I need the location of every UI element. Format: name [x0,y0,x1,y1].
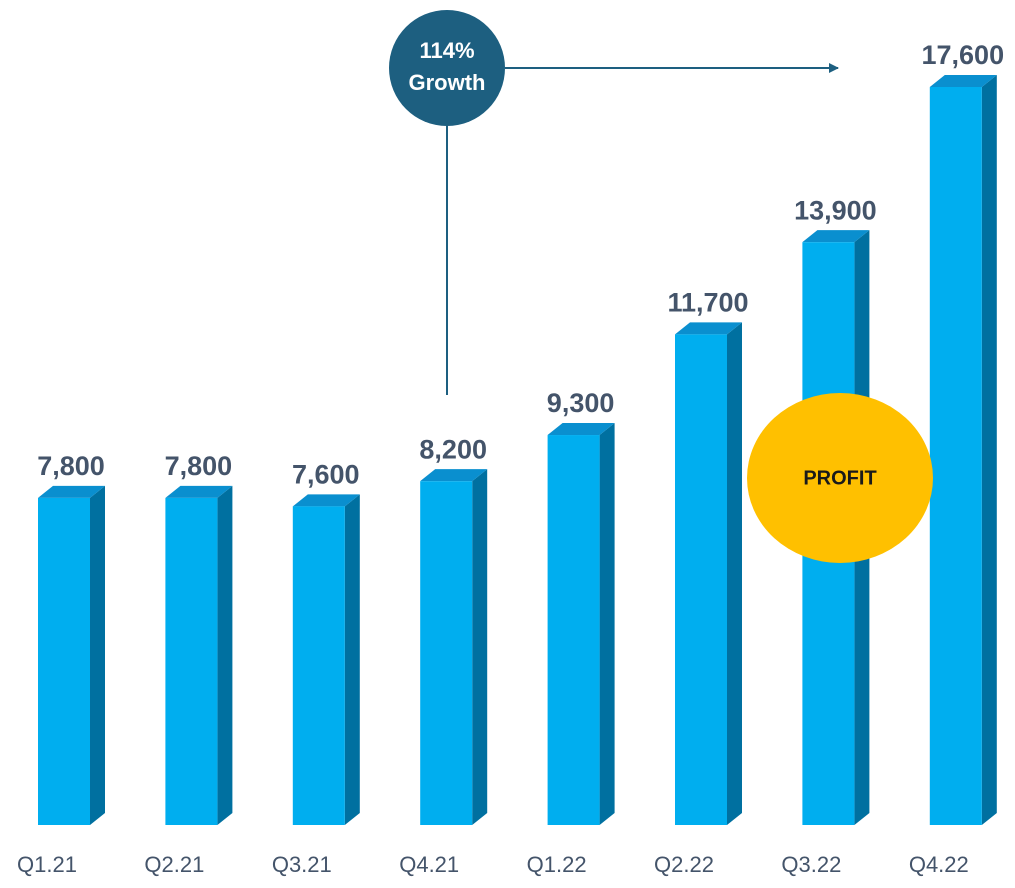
value-label: 8,200 [419,434,487,464]
bar [675,322,742,825]
x-tick-label: Q3.21 [272,852,332,877]
bar-front [547,435,600,825]
bar-top [165,485,233,498]
bar-side [599,423,615,825]
x-tick-label: Q2.22 [654,852,714,877]
profit-label: PROFIT [803,467,876,489]
bar-side [90,485,105,825]
value-label: 7,600 [292,459,360,489]
bar-front [38,497,90,825]
bar [292,494,360,825]
value-label: 11,700 [667,288,748,318]
bar [420,469,488,825]
growth-badge [389,10,505,126]
bar-front [929,87,982,825]
x-tick-label: Q3.22 [781,852,841,877]
bar-top [38,485,105,498]
growth-percent: 114% [419,38,474,63]
bar-side [472,469,488,825]
value-label: 17,600 [922,40,1005,70]
bar-front [292,506,345,825]
bar-front [420,481,473,825]
bar-side [344,494,360,825]
bar-side [217,485,233,825]
bar-front [675,334,727,825]
bar-top [675,322,742,335]
bar-side [981,75,997,825]
x-tick-label: Q4.22 [909,852,969,877]
growth-label: Growth [409,70,486,95]
bar [38,485,105,825]
bar-top [802,230,870,243]
bar-top [292,494,360,507]
bar-side [727,322,742,825]
x-tick-label: Q4.21 [399,852,459,877]
profit-badge [747,393,933,563]
bar [929,75,997,825]
value-label: 7,800 [37,451,105,481]
x-tick-label: Q1.21 [17,852,77,877]
bar [547,423,615,825]
value-label: 13,900 [794,195,877,225]
value-label: 7,800 [165,451,233,481]
bar [165,485,233,825]
bars [38,75,997,826]
bar-top [929,75,997,87]
x-tick-label: Q1.22 [527,852,587,877]
value-label: 9,300 [547,388,615,418]
bar-top [547,423,615,436]
x-tick-label: Q2.21 [144,852,204,877]
bar-top [420,469,488,482]
bar-front [165,497,218,825]
